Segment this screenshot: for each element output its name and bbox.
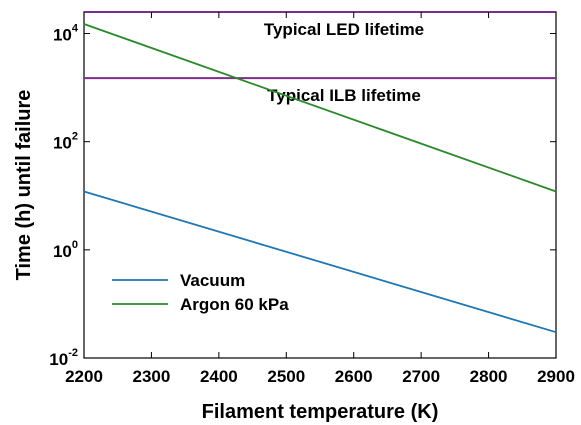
x-tick-label: 2900 xyxy=(537,367,575,386)
y-tick-label: 100 xyxy=(53,239,78,261)
x-tick-label: 2500 xyxy=(267,367,305,386)
x-tick-label: 2200 xyxy=(65,367,103,386)
y-tick-base: 10 xyxy=(53,134,72,153)
y-tick-base: 10 xyxy=(53,26,72,45)
y-tick-label: 102 xyxy=(53,131,78,153)
x-tick-label: 2800 xyxy=(470,367,508,386)
x-tick-label: 2600 xyxy=(335,367,373,386)
y-axis-title: Time (h) until failure xyxy=(13,90,35,281)
y-tick-base: 10 xyxy=(53,242,72,261)
x-tick-label: 2400 xyxy=(200,367,238,386)
y-tick-exponent: -2 xyxy=(68,347,78,359)
y-tick-base: 10 xyxy=(49,350,68,369)
legend: Vacuum Argon 60 kPa xyxy=(112,271,289,314)
x-tick-label: 2700 xyxy=(402,367,440,386)
series-line xyxy=(83,190,557,334)
reference-lines: Typical LED lifetime Typical ILB lifetime xyxy=(84,11,556,105)
y-tick-label: 104 xyxy=(53,23,79,45)
y-tick-exponent: 0 xyxy=(72,239,78,251)
plot-frame xyxy=(83,11,557,359)
legend-label: Vacuum xyxy=(180,271,245,290)
legend-label: Argon 60 kPa xyxy=(180,295,289,314)
x-tick-label: 2300 xyxy=(133,367,171,386)
x-axis: 2200 2300 2400 2500 2600 2700 2800 2900 xyxy=(65,12,575,386)
plot-area: Typical LED lifetime Typical ILB lifetime… xyxy=(49,11,575,386)
x-axis-title: Filament temperature (K) xyxy=(202,401,439,423)
reference-line-label: Typical ILB lifetime xyxy=(267,86,421,105)
series-line xyxy=(83,23,557,193)
reference-line-label: Typical LED lifetime xyxy=(264,20,424,39)
y-tick-exponent: 4 xyxy=(72,23,79,35)
y-tick-label: 10-2 xyxy=(49,347,78,369)
y-tick-exponent: 2 xyxy=(72,131,78,143)
series-lines xyxy=(83,23,557,334)
